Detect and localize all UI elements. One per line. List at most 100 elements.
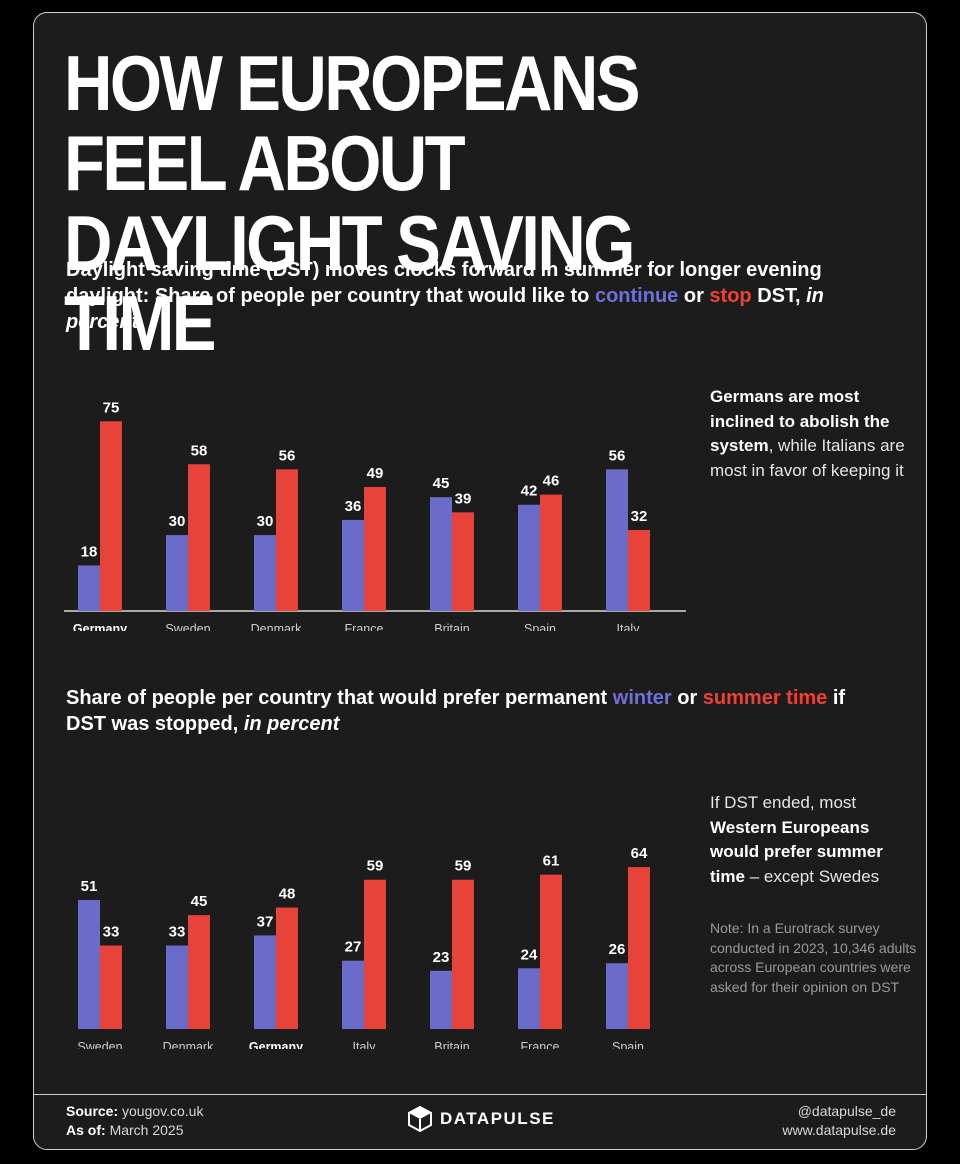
bar-stop-britain bbox=[452, 512, 474, 611]
source-label: Source: bbox=[66, 1103, 119, 1119]
data-label: 64 bbox=[631, 845, 648, 862]
data-label: 32 bbox=[631, 508, 648, 525]
category-label-spain: Spain bbox=[612, 1040, 644, 1049]
bar-summer-time-germany bbox=[276, 907, 298, 1029]
chart1-unit: in percent bbox=[66, 285, 824, 333]
data-label: 27 bbox=[345, 939, 362, 956]
bar-summer-time-spain bbox=[628, 867, 650, 1029]
chart1-subtitle-text: Daylight saving time (DST) moves clocks … bbox=[66, 259, 822, 307]
bar-stop-italy bbox=[628, 530, 650, 611]
category-label-france: France bbox=[345, 622, 384, 631]
bar-winter-italy bbox=[342, 960, 364, 1029]
data-label: 58 bbox=[191, 442, 208, 459]
bar-summer-time-italy bbox=[364, 879, 386, 1029]
data-label: 18 bbox=[81, 543, 98, 560]
data-label: 39 bbox=[455, 490, 472, 507]
bar-summer-time-sweden bbox=[100, 945, 122, 1029]
data-label: 37 bbox=[257, 913, 274, 930]
chart2-annotation-start: If DST ended, most bbox=[710, 793, 857, 812]
bar-summer-time-denmark bbox=[188, 915, 210, 1029]
chart2-subtitle-text: Share of people per country that would p… bbox=[66, 687, 608, 709]
asof-label: As of: bbox=[66, 1122, 106, 1138]
footer-divider bbox=[34, 1094, 926, 1095]
data-label: 56 bbox=[279, 447, 296, 464]
brand-name: DATAPULSE bbox=[440, 1109, 555, 1128]
category-label-germany: Germany bbox=[73, 622, 127, 631]
category-label-britain: Britain bbox=[434, 1040, 469, 1049]
bar-stop-france bbox=[364, 487, 386, 611]
chart2-annotation: If DST ended, most Western Europeans wou… bbox=[710, 791, 920, 889]
data-label: 75 bbox=[103, 399, 120, 416]
data-label: 30 bbox=[169, 513, 186, 530]
data-label: 45 bbox=[433, 475, 450, 492]
category-label-france: France bbox=[521, 1040, 560, 1049]
category-label-spain: Spain bbox=[524, 622, 556, 631]
data-label: 30 bbox=[257, 513, 274, 530]
bar-stop-spain bbox=[540, 494, 562, 611]
data-label: 36 bbox=[345, 498, 362, 515]
bar-continue-france bbox=[342, 519, 364, 611]
survey-note: Note: In a Eurotrack survey conducted in… bbox=[710, 920, 917, 995]
category-label-italy: Italy bbox=[617, 622, 641, 631]
bar-winter-france bbox=[518, 968, 540, 1029]
infographic-card: HOW EUROPEANS FEEL ABOUT DAYLIGHT SAVING… bbox=[33, 12, 927, 1150]
bar-continue-britain bbox=[430, 497, 452, 611]
bar-stop-sweden bbox=[188, 464, 210, 611]
social-handle: @datapulse_de bbox=[797, 1103, 896, 1119]
chart1-annotation-bold: Germans are most inclined to abolish the… bbox=[710, 387, 890, 455]
bar-winter-denmark bbox=[166, 945, 188, 1029]
bar-summer-time-france bbox=[540, 874, 562, 1029]
category-label-sweden: Sweden bbox=[77, 1040, 122, 1049]
chart-continue-vs-stop: 18 75 Germany 30 58 Sweden 30 56 Denmark 36 49 Fran… bbox=[64, 399, 686, 631]
bar-winter-sweden bbox=[78, 899, 100, 1029]
main-title: HOW EUROPEANS FEEL ABOUT DAYLIGHT SAVING… bbox=[64, 39, 641, 367]
cube-logo-icon bbox=[408, 1106, 432, 1132]
data-label: 33 bbox=[169, 924, 186, 941]
chart1-subtitle-after: DST, bbox=[757, 285, 801, 307]
legend-summer: summer time bbox=[702, 687, 828, 709]
chart1-subtitle-or: or bbox=[683, 285, 704, 307]
footer-contact: @datapulse_de www.datapulse.de bbox=[782, 1102, 896, 1140]
chart1-annotation-rest: , while Italians are most in favor of ke… bbox=[710, 436, 905, 480]
bar-continue-italy bbox=[606, 469, 628, 611]
category-label-sweden: Sweden bbox=[165, 622, 210, 631]
bar-continue-spain bbox=[518, 504, 540, 611]
category-label-germany: Germany bbox=[249, 1040, 303, 1049]
chart-winter-vs-summer: 51 33 Sweden 33 45 Denmark 37 48 Germany 27 59 Ital… bbox=[77, 845, 650, 1049]
source-value: yougov.co.uk bbox=[122, 1103, 204, 1119]
legend-winter: winter bbox=[612, 687, 672, 709]
bar-continue-germany bbox=[78, 565, 100, 611]
data-label: 61 bbox=[543, 853, 560, 870]
data-label: 26 bbox=[609, 941, 626, 958]
category-label-denmark: Denmark bbox=[251, 622, 302, 631]
brand-logo: DATAPULSE bbox=[408, 1106, 555, 1132]
data-label: 45 bbox=[191, 893, 208, 910]
category-label-britain: Britain bbox=[434, 622, 469, 631]
chart2-subtitle-or: or bbox=[677, 687, 698, 709]
category-label-italy: Italy bbox=[353, 1040, 377, 1049]
data-label: 42 bbox=[521, 483, 538, 500]
bar-continue-sweden bbox=[166, 535, 188, 611]
chart2-annotation-rest: – except Swedes bbox=[749, 866, 880, 886]
bar-continue-denmark bbox=[254, 535, 276, 611]
bar-stop-germany bbox=[100, 421, 122, 611]
chart2-annotation-bold: Western Europeans would prefer summer ti… bbox=[710, 817, 883, 886]
chart2-unit: in percent bbox=[243, 713, 340, 735]
data-label: 56 bbox=[609, 447, 626, 464]
data-label: 24 bbox=[521, 946, 538, 963]
bar-stop-denmark bbox=[276, 469, 298, 611]
website-link: www.datapulse.de bbox=[782, 1122, 896, 1138]
chart1-annotation: Germans are most inclined to abolish the… bbox=[710, 385, 920, 483]
data-label: 48 bbox=[279, 886, 296, 903]
chart2-subtitle-after: if DST was stopped, bbox=[66, 687, 846, 735]
data-label: 23 bbox=[433, 949, 450, 966]
data-label: 51 bbox=[81, 878, 98, 895]
bar-winter-britain bbox=[430, 970, 452, 1029]
data-label: 59 bbox=[367, 858, 384, 875]
bar-winter-spain bbox=[606, 963, 628, 1029]
data-label: 49 bbox=[367, 465, 384, 482]
data-label: 59 bbox=[455, 858, 472, 875]
asof-value: March 2025 bbox=[109, 1122, 184, 1138]
footer-source: Source: yougov.co.uk As of: March 2025 bbox=[66, 1102, 203, 1140]
data-label: 46 bbox=[543, 473, 560, 490]
